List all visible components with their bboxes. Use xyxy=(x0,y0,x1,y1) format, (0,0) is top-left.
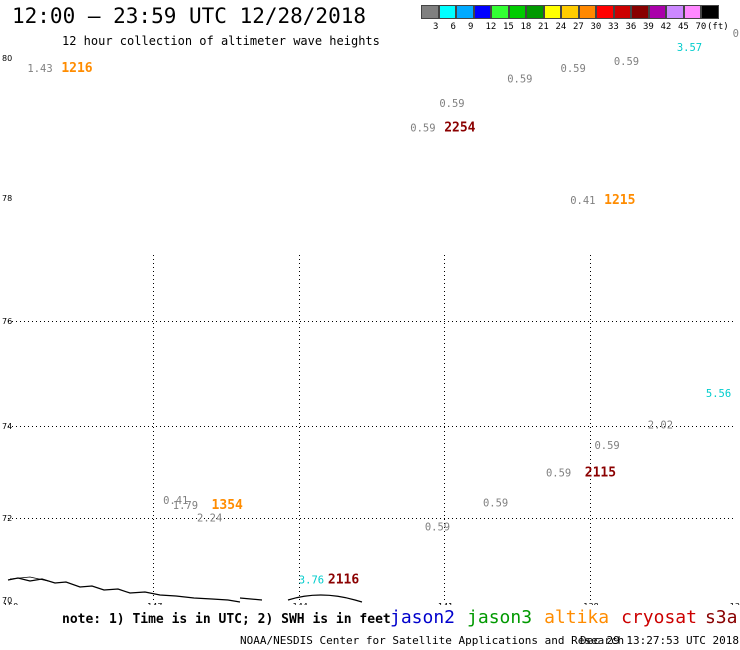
lon-label: -141 xyxy=(435,602,453,605)
legend-swatch xyxy=(491,5,509,19)
wave-height-value: 0.59 xyxy=(410,123,435,135)
wave-height-value: 0.41 xyxy=(570,195,595,207)
wave-height-value: 0.59 xyxy=(546,468,571,480)
longitude-labels: -150 -147 -144 -141 -138 -13 xyxy=(0,602,740,605)
satellite-name-jason2: jason2 xyxy=(390,607,456,628)
legend-label: 24 xyxy=(555,22,567,32)
legend-label: 18 xyxy=(520,22,532,32)
coastline-west xyxy=(7,577,241,603)
legend-swatch xyxy=(473,5,491,19)
legend-label: 45 xyxy=(678,22,689,32)
legend-label: 36 xyxy=(625,22,637,32)
wave-height-value: 1.79 xyxy=(173,500,198,512)
pass-times: 1216 2254 1215 2115 1354 2116 xyxy=(61,61,635,588)
color-scale-legend xyxy=(421,5,719,19)
wave-height-value: 0.59 xyxy=(425,521,450,533)
legend-label: 12 xyxy=(485,22,497,32)
satellite-name-altika: altika xyxy=(544,607,610,628)
legend-label: 3 xyxy=(433,22,439,32)
color-scale-labels: 3 6 9 12 15 18 21 24 27 30 33 36 39 42 45 70 (ft) xyxy=(421,22,736,34)
legend-swatch xyxy=(631,5,649,19)
legend-label: 9 xyxy=(468,22,474,32)
satellite-name-s3a: s3a xyxy=(704,607,738,628)
lon-label: -13 xyxy=(727,602,740,605)
legend-swatch xyxy=(508,5,526,19)
coastline xyxy=(7,576,363,603)
legend-swatch xyxy=(543,5,561,19)
latitude-labels: 80 78 76 74 72 70 xyxy=(2,54,12,605)
satellite-name-cryosat: cryosat xyxy=(621,607,697,628)
legend-label: 70 xyxy=(695,22,707,32)
lon-label: -144 xyxy=(290,602,308,605)
wave-height-value: 0.59 xyxy=(614,56,639,68)
lat-label: 76 xyxy=(2,317,12,326)
wave-height-value: 0.59 xyxy=(507,74,532,86)
pass-time-label: 1215 xyxy=(604,193,635,208)
legend-label: 27 xyxy=(573,22,584,32)
lon-label: -147 xyxy=(144,602,162,605)
legend-label: 6 xyxy=(450,22,456,32)
wave-height-value: 0.41 xyxy=(163,495,188,507)
lat-label: 80 xyxy=(2,54,12,63)
legend-label: 42 xyxy=(660,22,672,32)
legend-label: 15 xyxy=(503,22,514,32)
satellite-name-jason3: jason3 xyxy=(467,607,533,628)
legend-swatch xyxy=(456,5,474,19)
wave-height-value: 0.59 xyxy=(561,63,586,75)
wave-height-value: 0.59 xyxy=(594,440,619,452)
lat-lon-grid xyxy=(8,255,735,600)
legend-label: (ft) xyxy=(707,22,729,32)
legend-swatch xyxy=(421,5,439,19)
legend-swatch xyxy=(666,5,684,19)
footnote: note: 1) Time is in UTC; 2) SWH is in fe… xyxy=(62,612,391,627)
pass-time-label: 2254 xyxy=(444,121,475,136)
map-plot: 80 78 76 74 72 70 -150 -147 -144 -141 -138 -13 1.4… xyxy=(0,28,740,605)
lon-label: -138 xyxy=(581,602,599,605)
legend-swatch xyxy=(613,5,631,19)
map-title: 12:00 — 23:59 UTC 12/28/2018 xyxy=(12,4,367,28)
map-subtitle: 12 hour collection of altimeter wave hei… xyxy=(62,34,380,48)
legend-swatch xyxy=(561,5,579,19)
legend-label: 21 xyxy=(538,22,549,32)
legend-swatch xyxy=(438,5,456,19)
wave-height-value: 3.57 xyxy=(677,42,702,54)
lat-label: 74 xyxy=(2,422,12,431)
coastline-east xyxy=(239,594,363,603)
barrier-island xyxy=(9,576,49,582)
credit-line: NOAA/NESDIS Center for Satellite Applica… xyxy=(240,634,625,647)
lat-label: 70 xyxy=(2,596,12,605)
legend-label: 39 xyxy=(643,22,654,32)
legend-label: 33 xyxy=(608,22,619,32)
legend-swatch xyxy=(596,5,614,19)
lat-label: 72 xyxy=(2,514,12,523)
legend-swatch xyxy=(648,5,666,19)
pass-time-label: 2116 xyxy=(328,573,359,588)
wave-height-value: 3.76 xyxy=(299,575,324,587)
lat-label: 78 xyxy=(2,194,12,203)
wave-height-value: 0 xyxy=(733,28,739,40)
legend-swatch xyxy=(701,5,719,19)
legend-swatch xyxy=(526,5,544,19)
pass-time-label: 2115 xyxy=(585,466,616,481)
legend-label: 30 xyxy=(590,22,602,32)
wave-height-value: 0.59 xyxy=(483,498,508,510)
satellite-legend: jason2 jason3 altika cryosat s3a xyxy=(390,607,740,628)
wave-height-value: 5.56 xyxy=(706,388,731,400)
wave-height-value: 2.24 xyxy=(197,512,222,524)
wave-height-values: 1.43 0.59 0.59 0.59 0.59 0.59 3.57 0 0.41 5.56 2.0… xyxy=(27,28,739,587)
pass-time-label: 1216 xyxy=(61,61,92,76)
legend-swatch xyxy=(578,5,596,19)
wave-height-value: 1.43 xyxy=(27,63,52,75)
legend-swatch xyxy=(683,5,701,19)
lon-label: -150 xyxy=(0,602,18,605)
wave-height-value: 0.59 xyxy=(439,98,464,110)
wave-height-value: 2.02 xyxy=(648,419,673,431)
pass-time-label: 1354 xyxy=(212,498,243,513)
generation-timestamp: Dec 29 13:27:53 UTC 2018 xyxy=(580,634,739,647)
